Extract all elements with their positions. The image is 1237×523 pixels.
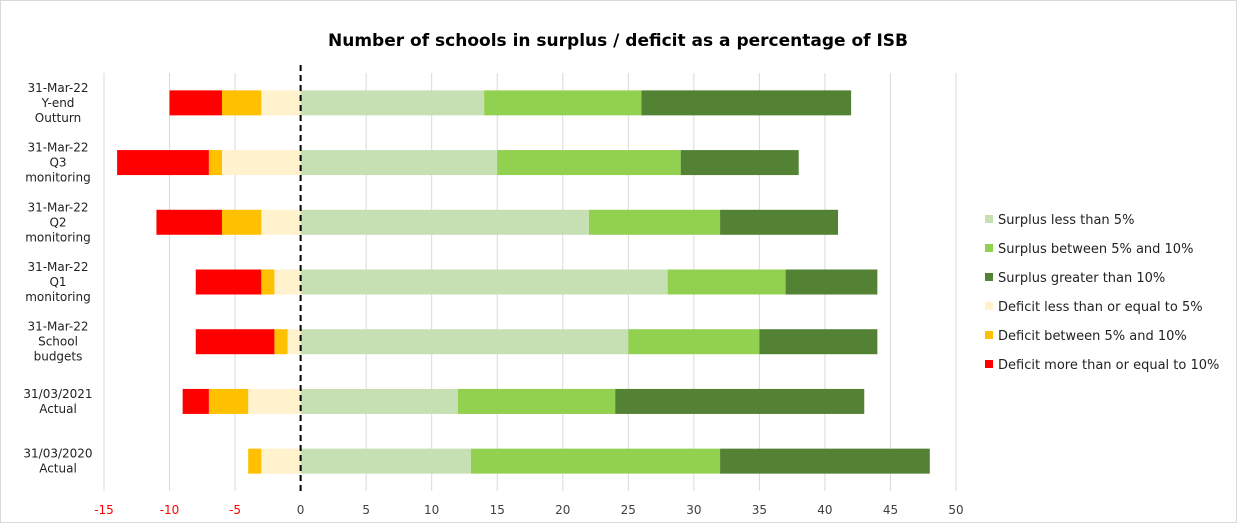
bar-segment — [208, 150, 222, 176]
bar-segment — [208, 388, 249, 414]
bar-segment — [588, 209, 721, 235]
x-axis: -15 -10 -5 0 5 10 15 20 25 30 35 40 45 50 — [94, 503, 963, 517]
x-tick-label: 10 — [424, 503, 439, 517]
legend-swatch — [985, 215, 993, 223]
x-tick-label: 40 — [817, 503, 832, 517]
bar-segment — [615, 388, 865, 414]
x-tick-label: -15 — [94, 503, 114, 517]
x-tick-label: -5 — [229, 503, 241, 517]
bar-segment — [248, 448, 262, 474]
bar-segment — [300, 209, 589, 235]
bar-segment — [248, 388, 301, 414]
bar-segment — [759, 329, 878, 355]
bar-segment — [261, 448, 301, 474]
category-label: 31-Mar-22 Y-end Outturn — [27, 81, 88, 125]
bar-segment — [300, 269, 668, 295]
x-tick-label: 20 — [555, 503, 570, 517]
bar-segment — [287, 329, 301, 355]
bar-segment — [195, 329, 275, 355]
bar-segment — [720, 209, 839, 235]
category-label: 31-Mar-22 Q1 monitoring — [25, 260, 91, 304]
bar-segment — [195, 269, 262, 295]
x-tick-label: 35 — [752, 503, 767, 517]
bar-segment — [785, 269, 878, 295]
bar-segment — [471, 448, 721, 474]
bar-segment — [261, 90, 301, 116]
bar-segment — [300, 388, 458, 414]
legend-label: Deficit less than or equal to 5% — [998, 300, 1203, 315]
x-tick-label: 15 — [490, 503, 505, 517]
chart-title: Number of schools in surplus / deficit a… — [328, 31, 908, 51]
category-label: 31/03/2020 Actual — [23, 447, 92, 476]
bar-segment — [261, 209, 301, 235]
bar-segment — [300, 150, 498, 176]
x-tick-label: 25 — [621, 503, 636, 517]
legend-label: Deficit between 5% and 10% — [998, 329, 1187, 344]
bar-segment — [182, 388, 209, 414]
x-tick-label: 50 — [948, 503, 963, 517]
bar-segment — [221, 209, 262, 235]
x-tick-label: 5 — [362, 503, 370, 517]
legend-swatch — [985, 360, 993, 368]
bar-segment — [274, 329, 288, 355]
bar-segment — [628, 329, 760, 355]
bars-layer — [117, 90, 930, 474]
bar-segment — [169, 90, 222, 116]
legend-label: Deficit more than or equal to 10% — [998, 358, 1219, 373]
bar-segment — [300, 448, 472, 474]
bar-segment — [300, 329, 629, 355]
bar-segment — [156, 209, 222, 235]
x-tick-label: 0 — [297, 503, 305, 517]
bar-segment — [680, 150, 799, 176]
legend-label: Surplus greater than 10% — [998, 271, 1165, 286]
bar-segment — [117, 150, 209, 176]
y-axis: 31-Mar-22 Y-end Outturn 31-Mar-22 Q3 monitori… — [23, 81, 92, 476]
x-tick-label: -10 — [160, 503, 180, 517]
bar-segment — [221, 90, 262, 116]
bar-segment — [667, 269, 786, 295]
bar-segment — [720, 448, 930, 474]
bar-segment — [274, 269, 301, 295]
bar-segment — [484, 90, 642, 116]
bar-segment — [457, 388, 616, 414]
legend-swatch — [985, 331, 993, 339]
legend-swatch — [985, 273, 993, 281]
category-label: 31-Mar-22 School budgets — [27, 320, 88, 364]
category-label: 31-Mar-22 Q2 monitoring — [25, 200, 91, 244]
bar-segment — [300, 90, 485, 116]
x-tick-label: 30 — [686, 503, 701, 517]
legend-label: Surplus between 5% and 10% — [998, 242, 1193, 257]
x-tick-label: 45 — [883, 503, 898, 517]
legend-label: Surplus less than 5% — [998, 213, 1134, 228]
legend-swatch — [985, 302, 993, 310]
bar-segment — [497, 150, 681, 176]
legend: Surplus less than 5% Surplus between 5% a… — [985, 213, 1219, 373]
category-label: 31/03/2021 Actual — [23, 387, 92, 416]
category-label: 31-Mar-22 Q3 monitoring — [25, 141, 91, 185]
bar-segment — [221, 150, 301, 176]
bar-segment — [261, 269, 275, 295]
bar-segment — [641, 90, 852, 116]
legend-swatch — [985, 244, 993, 252]
